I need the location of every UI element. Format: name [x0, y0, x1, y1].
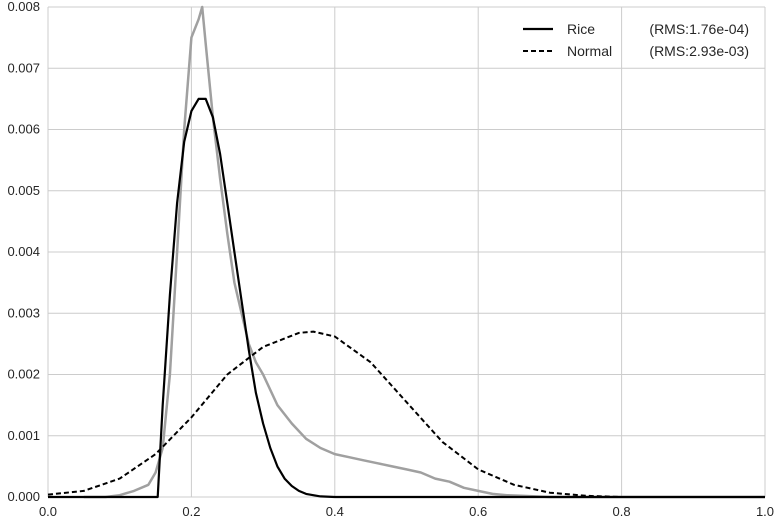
y-tick-label: 0.003 — [7, 305, 40, 320]
y-tick-label: 0.008 — [7, 0, 40, 14]
x-tick-label: 1.0 — [756, 504, 774, 519]
x-tick-label: 0.4 — [326, 504, 344, 519]
y-tick-label: 0.000 — [7, 489, 40, 504]
y-tick-label: 0.007 — [7, 60, 40, 75]
legend-rms-rice: (RMS:1.76e-04) — [649, 21, 749, 37]
y-tick-label: 0.004 — [7, 244, 40, 259]
grid-lines — [47, 6, 766, 498]
series-lines — [47, 5, 765, 499]
legend-rms-normal: (RMS:2.93e-03) — [649, 43, 749, 59]
x-axis-ticks: 0.0 0.2 0.4 0.6 0.8 1.0 — [39, 504, 774, 519]
legend: Rice (RMS:1.76e-04) Normal (RMS:2.93e-03) — [523, 21, 749, 59]
x-tick-label: 0.0 — [39, 504, 57, 519]
x-tick-label: 0.6 — [469, 504, 487, 519]
histogram-series-line — [83, 5, 765, 499]
y-axis-ticks: 0.000 0.001 0.002 0.003 0.004 0.005 0.006 0.007… — [7, 0, 40, 504]
rice-series-line — [48, 97, 765, 499]
y-tick-label: 0.005 — [7, 183, 40, 198]
normal-series-line — [47, 330, 765, 498]
y-tick-label: 0.001 — [7, 428, 40, 443]
y-tick-label: 0.006 — [7, 122, 40, 137]
y-tick-label: 0.002 — [7, 367, 40, 382]
x-tick-label: 0.2 — [182, 504, 200, 519]
legend-label-normal: Normal — [567, 43, 612, 59]
legend-label-rice: Rice — [567, 21, 595, 37]
x-tick-label: 0.8 — [613, 504, 631, 519]
